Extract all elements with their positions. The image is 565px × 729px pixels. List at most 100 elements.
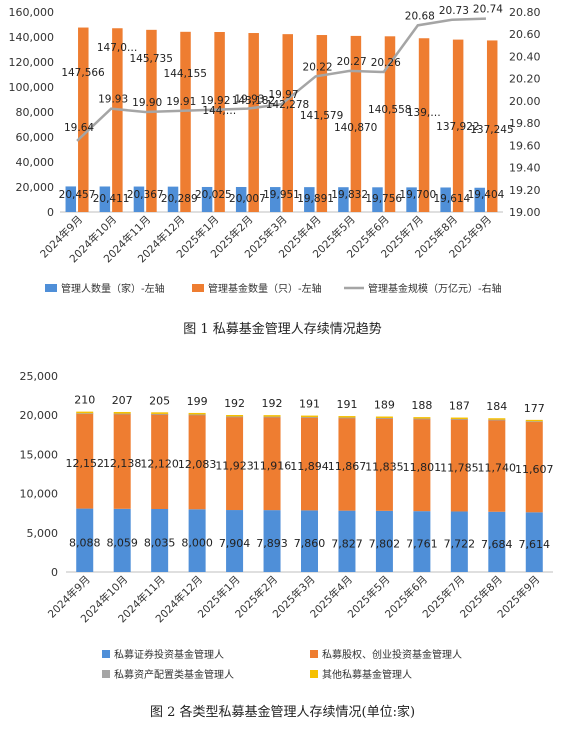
legend-label-asset-allocation: 私募资产配置类基金管理人 [114,668,234,681]
bar-fund-count [316,35,328,213]
bar-other-managers [450,417,468,420]
label-fund-scale: 19.93 [234,94,264,106]
label-fund-scale: 19.91 [166,96,196,108]
label-equity-vc-managers: 11,916 [253,459,292,472]
bar-asset-allocation-managers [488,419,506,421]
label-fund-scale: 20.68 [405,10,435,22]
bar-securities-managers [488,511,506,572]
label-equity-vc-managers: 11,607 [515,463,554,476]
legend-label-fund-count: 管理基金数量（只）-左轴 [208,282,322,295]
label-manager-count: 20,007 [229,193,266,205]
bar-equity-vc-managers [525,421,543,513]
label-securities-managers: 7,860 [294,537,326,550]
y-tick-label: 15,000 [20,448,59,461]
label-manager-count: 19,891 [297,193,334,205]
y-tick-label: 5,000 [27,527,59,540]
bar-manager-count [235,186,247,212]
bar-securities-managers [301,510,318,572]
bar-manager-count [474,187,485,212]
y-tick-label: 10,000 [20,488,59,501]
label-manager-count: 20,025 [195,189,232,201]
label-equity-vc-managers: 11,923 [215,459,254,472]
line-fund-scale [76,17,487,142]
label-equity-vc-managers: 11,740 [478,462,517,475]
y-left-tick-label: 160,000 [9,6,55,19]
y-left-tick-label: 20,000 [16,181,55,194]
label-fund-count: 137,922 [436,121,479,133]
bar-fund-count [452,39,464,212]
bar-asset-allocation-managers [413,418,431,420]
bar-other-managers [263,415,281,417]
label-equity-vc-managers: 12,083 [178,458,217,471]
bar-manager-count [304,187,315,212]
y-left-tick-label: 80,000 [16,106,55,119]
label-other-managers: 192 [224,397,245,410]
legend-swatch-asset-allocation [102,670,110,678]
label-fund-scale: 20.27 [337,56,367,68]
label-fund-count: 144,… [202,105,236,117]
bar-other-managers [188,412,206,415]
bar-manager-count [440,187,451,212]
label-securities-managers: 7,761 [406,538,438,551]
label-other-managers: 191 [299,398,320,411]
y-right-tick-label: 20.60 [509,28,541,41]
y-right-tick-label: 19.40 [509,162,541,175]
label-fund-count: 143,182 [232,95,275,107]
label-manager-count: 20,411 [93,193,130,205]
y-right-tick-label: 19.20 [509,184,541,197]
bar-fund-count [78,27,89,213]
label-manager-count: 19,951 [263,189,300,201]
label-other-managers: 188 [411,399,432,412]
bar-other-managers [113,411,131,414]
bar-securities-managers [151,509,169,572]
chart-1-caption: 图 1 私募基金管理人存续情况趋势 [183,322,382,337]
y-left-tick-label: 140,000 [9,31,55,44]
label-fund-scale: 20.26 [371,57,401,69]
label-other-managers: 205 [149,394,170,407]
bar-equity-vc-managers [301,417,318,511]
bar-securities-managers [450,511,468,572]
bar-equity-vc-managers [151,413,169,510]
label-securities-managers: 7,893 [256,537,288,550]
label-other-managers: 184 [486,400,507,413]
y-left-tick-label: 100,000 [9,81,55,94]
label-other-managers: 187 [449,400,470,413]
label-fund-scale: 19.92 [200,95,230,107]
bar-equity-vc-managers [450,419,468,512]
bar-equity-vc-managers [375,418,393,511]
label-fund-scale: 19.97 [268,89,298,101]
y-right-tick-label: 19.60 [509,139,541,152]
label-fund-count: 142,278 [266,99,309,111]
bar-other-managers [226,414,244,417]
bar-fund-count [214,32,225,212]
bar-asset-allocation-managers [301,417,318,418]
label-other-managers: 177 [524,402,545,415]
bar-fund-count [282,34,293,213]
label-other-managers: 189 [374,399,395,412]
bar-manager-count [201,186,213,212]
bar-fund-count [486,40,498,212]
label-fund-count: 140,870 [334,122,377,134]
label-securities-managers: 8,088 [69,536,101,549]
label-securities-managers: 8,035 [144,537,176,550]
bar-equity-vc-managers [113,413,131,509]
label-securities-managers: 7,827 [331,537,363,550]
bar-asset-allocation-managers [525,421,543,423]
label-fund-scale: 19.93 [98,94,128,106]
bar-manager-count [65,186,77,212]
bar-equity-vc-managers [76,413,94,509]
y-left-tick-label: 120,000 [9,56,55,69]
chart-2-caption: 图 2 各类型私募基金管理人存续情况(单位:家) [149,705,416,720]
legend-label-fund-scale: 管理基金规模（万亿元）-右轴 [368,282,502,295]
bar-equity-vc-managers [226,416,244,511]
bar-fund-count [418,38,430,212]
bar-asset-allocation-managers [450,419,468,420]
legend-label-manager-count: 管理人数量（家）-左轴 [61,282,165,295]
y-tick-label: 25,000 [20,370,59,383]
label-securities-managers: 7,614 [519,538,551,551]
bar-asset-allocation-managers [113,413,131,415]
label-other-managers: 210 [74,394,95,407]
bar-securities-managers [263,510,281,572]
bar-other-managers [76,411,94,414]
legend-swatch-fund-count [192,284,204,292]
